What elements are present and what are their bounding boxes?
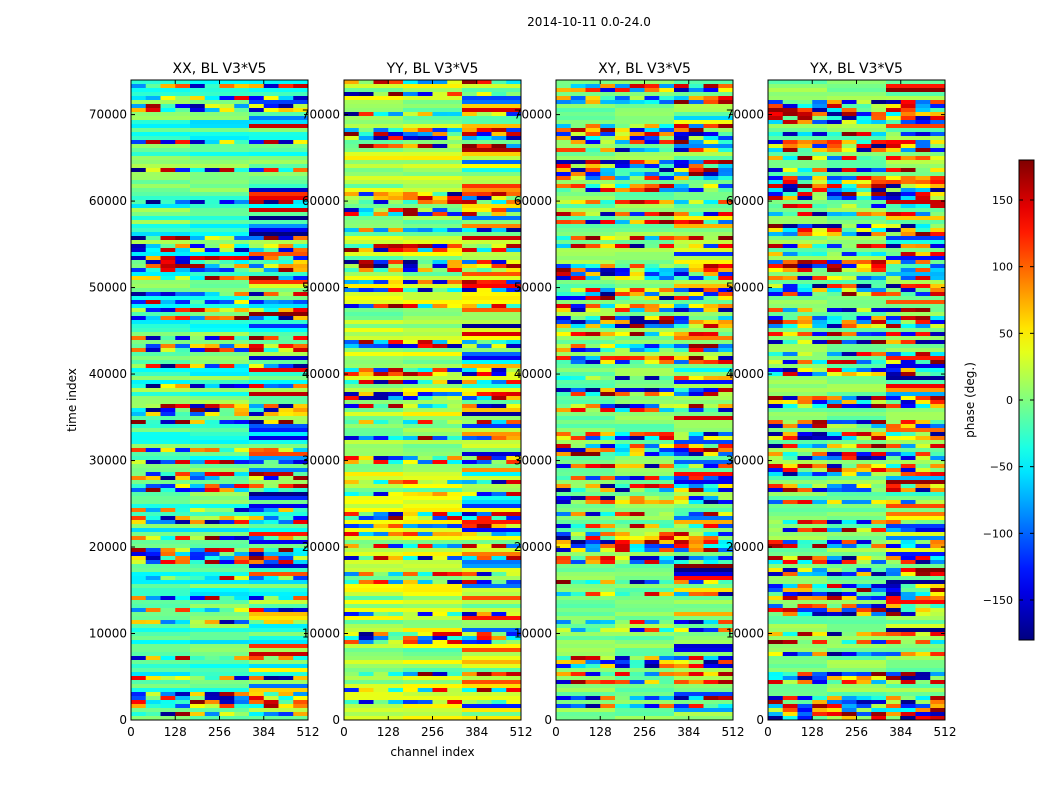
y-axis-label: time index [65, 368, 79, 432]
y-tick-label: 60000 [514, 194, 552, 208]
colorbar-tick-label: 0 [1006, 394, 1013, 407]
x-tick-label: 384 [465, 725, 488, 739]
panels: XX, BL V3*V5 0 128 256 384 512 0 10000 20000 3000… [65, 61, 956, 759]
y-tick-label: 40000 [302, 367, 340, 381]
x-tick-label: 384 [889, 725, 912, 739]
x-tick-label: 256 [633, 725, 656, 739]
heatmap-image [768, 80, 946, 721]
y-tick-label: 50000 [726, 281, 764, 295]
x-tick-label: 384 [677, 725, 700, 739]
x-tick-label: 512 [297, 725, 320, 739]
colorbar-tick-label: −100 [983, 527, 1013, 540]
y-tick-label: 50000 [302, 281, 340, 295]
y-tick-label: 20000 [89, 540, 127, 554]
heatmap-image [344, 80, 522, 721]
y-tick-label: 20000 [514, 540, 552, 554]
y-tick-label: 70000 [89, 108, 127, 122]
x-tick-label: 128 [801, 725, 824, 739]
colorbar-tick-label: −150 [983, 594, 1013, 607]
heatmap-image [131, 80, 309, 721]
y-tick-label: 0 [544, 713, 552, 727]
panel-title: XY, BL V3*V5 [598, 61, 691, 77]
y-tick-label: 40000 [514, 367, 552, 381]
y-tick-label: 0 [119, 713, 127, 727]
x-tick-label: 384 [252, 725, 275, 739]
colorbar-tick-label: 150 [992, 194, 1013, 207]
y-tick-label: 10000 [514, 627, 552, 641]
y-tick-label: 40000 [726, 367, 764, 381]
y-tick-label: 0 [332, 713, 340, 727]
x-tick-label: 256 [208, 725, 231, 739]
y-tick-label: 30000 [302, 454, 340, 468]
y-tick-label: 60000 [302, 194, 340, 208]
y-tick-label: 10000 [302, 627, 340, 641]
colorbar-tick-label: −50 [990, 461, 1013, 474]
colorbar-label: phase (deg.) [963, 362, 977, 438]
x-axis-label: channel index [390, 745, 474, 759]
y-tick-label: 60000 [726, 194, 764, 208]
panel-3: XY, BL V3*V5 0 128 256 384 512 0 10000 20000 3000… [514, 61, 745, 739]
x-tick-label: 256 [845, 725, 868, 739]
panel-title: XX, BL V3*V5 [173, 61, 267, 77]
panel-4: YX, BL V3*V5 0 128 256 384 512 0 10000 20000 3000… [726, 61, 957, 739]
y-tick-label: 70000 [514, 108, 552, 122]
x-tick-label: 512 [722, 725, 745, 739]
x-tick-label: 0 [340, 725, 348, 739]
panel-1: XX, BL V3*V5 0 128 256 384 512 0 10000 20000 3000… [65, 61, 319, 739]
x-tick-label: 256 [421, 725, 444, 739]
y-tick-label: 30000 [514, 454, 552, 468]
y-tick-label: 30000 [89, 454, 127, 468]
heatmap-image [556, 80, 734, 721]
colorbar-tick-label: 50 [999, 327, 1013, 340]
x-tick-label: 0 [764, 725, 772, 739]
x-tick-label: 512 [510, 725, 533, 739]
y-tick-label: 20000 [726, 540, 764, 554]
y-tick-label: 50000 [514, 281, 552, 295]
panel-2: YY, BL V3*V5 0 128 256 384 512 0 10000 20000 3000… [302, 61, 533, 759]
x-tick-label: 128 [377, 725, 400, 739]
y-tick-label: 20000 [302, 540, 340, 554]
panel-title: YX, BL V3*V5 [809, 61, 903, 77]
panel-title: YY, BL V3*V5 [386, 61, 479, 77]
x-tick-label: 128 [589, 725, 612, 739]
figure-suptitle: 2014-10-11 0.0-24.0 [527, 15, 651, 29]
y-tick-label: 70000 [302, 108, 340, 122]
x-tick-label: 512 [934, 725, 957, 739]
colorbar-tick-label: 100 [992, 261, 1013, 274]
x-tick-label: 128 [164, 725, 187, 739]
y-tick-label: 60000 [89, 194, 127, 208]
x-tick-label: 0 [127, 725, 135, 739]
y-tick-label: 40000 [89, 367, 127, 381]
y-tick-label: 30000 [726, 454, 764, 468]
y-tick-label: 10000 [726, 627, 764, 641]
colorbar: −150 −100 −50 0 50 100 150 phase (deg.) [963, 159, 1035, 641]
x-tick-label: 0 [552, 725, 560, 739]
y-tick-label: 50000 [89, 281, 127, 295]
y-tick-label: 70000 [726, 108, 764, 122]
y-tick-label: 10000 [89, 627, 127, 641]
y-tick-label: 0 [756, 713, 764, 727]
